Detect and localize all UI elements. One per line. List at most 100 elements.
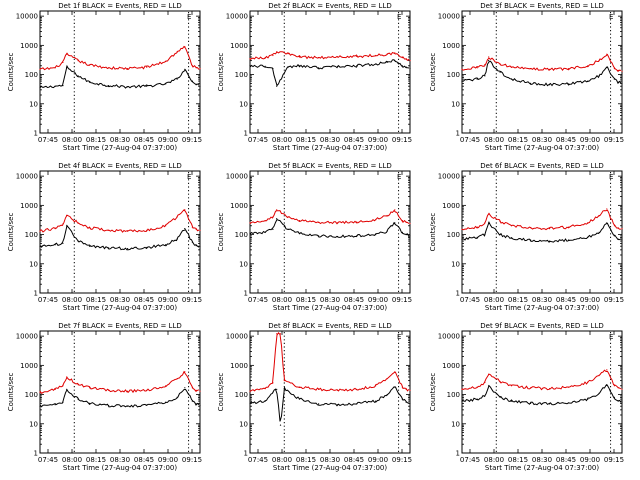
data-point bbox=[356, 403, 358, 405]
data-point bbox=[39, 405, 41, 407]
x-axis-label: Start Time (27-Aug-04 07:37:00) bbox=[63, 464, 177, 472]
data-point bbox=[272, 391, 274, 393]
y-tick-label: 10 bbox=[29, 260, 38, 268]
data-point bbox=[184, 371, 186, 373]
data-point bbox=[146, 66, 148, 68]
x-axis-label: Start Time (27-Aug-04 07:37:00) bbox=[273, 304, 387, 312]
data-point bbox=[88, 387, 91, 389]
x-tick-label: 08:30 bbox=[110, 136, 130, 144]
y-tick-label: 10000 bbox=[226, 13, 248, 21]
lld-series-line bbox=[39, 45, 200, 71]
x-tick-label: 08:45 bbox=[344, 456, 364, 464]
x-tick-label: 08:30 bbox=[532, 136, 552, 144]
data-point bbox=[199, 229, 201, 231]
data-point bbox=[146, 85, 148, 87]
data-point bbox=[199, 405, 201, 407]
data-point bbox=[39, 230, 41, 232]
data-point bbox=[587, 398, 589, 400]
data-point bbox=[199, 390, 201, 392]
data-point bbox=[249, 65, 251, 67]
data-point bbox=[39, 87, 41, 89]
x-tick-label: 09:00 bbox=[368, 136, 388, 144]
data-point bbox=[146, 404, 148, 406]
y-tick-label: 1 bbox=[34, 130, 38, 138]
data-point bbox=[484, 234, 486, 236]
data-point bbox=[249, 222, 251, 224]
x-tick-label: 08:45 bbox=[344, 296, 364, 304]
x-tick-label: 07:45 bbox=[38, 136, 58, 144]
data-point bbox=[199, 68, 201, 70]
data-point bbox=[287, 216, 289, 218]
y-tick-label: 10000 bbox=[438, 333, 460, 341]
data-point bbox=[394, 209, 396, 211]
x-tick-label: 08:30 bbox=[532, 456, 552, 464]
data-point bbox=[484, 75, 486, 77]
data-point bbox=[276, 51, 278, 53]
data-point bbox=[165, 385, 167, 387]
x-tick-label: 08:00 bbox=[484, 296, 504, 304]
chart-panel-1: Det 1f BLACK = Events, RED = LLD 1 10 100 10… bbox=[7, 2, 202, 152]
x-tick-label: 09:00 bbox=[580, 136, 600, 144]
plot-frame bbox=[249, 10, 411, 134]
data-point bbox=[279, 333, 282, 335]
data-point bbox=[66, 214, 68, 217]
legend-marker: E bbox=[609, 13, 613, 21]
data-point bbox=[272, 228, 274, 230]
data-point bbox=[375, 54, 377, 57]
data-point bbox=[549, 68, 551, 70]
y-axis-label: Counts/sec bbox=[429, 53, 437, 92]
data-point bbox=[39, 391, 41, 393]
chart-title: Det 2f BLACK = Events, RED = LLD bbox=[268, 2, 391, 10]
data-point bbox=[598, 231, 600, 233]
plot-frame bbox=[249, 330, 411, 454]
data-point bbox=[195, 245, 197, 247]
data-point bbox=[337, 389, 339, 391]
data-point bbox=[337, 56, 339, 58]
data-point bbox=[127, 86, 129, 88]
data-point bbox=[272, 216, 274, 218]
x-tick-label: 08:45 bbox=[556, 296, 576, 304]
data-point bbox=[283, 380, 285, 382]
data-point bbox=[401, 57, 403, 59]
data-point bbox=[39, 245, 41, 247]
lld-series-line bbox=[249, 209, 410, 225]
x-tick-label: 08:00 bbox=[272, 296, 292, 304]
data-point bbox=[386, 214, 388, 217]
data-point bbox=[530, 402, 532, 404]
y-tick-label: 10000 bbox=[226, 333, 248, 341]
data-point bbox=[66, 388, 68, 390]
data-point bbox=[249, 402, 251, 404]
x-tick-label: 08:15 bbox=[508, 136, 528, 144]
data-point bbox=[191, 241, 193, 243]
data-point bbox=[530, 239, 532, 241]
data-point bbox=[264, 220, 266, 222]
y-tick-label: 100 bbox=[25, 231, 38, 239]
y-tick-label: 1 bbox=[456, 450, 460, 458]
data-point bbox=[499, 380, 501, 383]
x-axis-label: Start Time (27-Aug-04 07:37:00) bbox=[273, 144, 387, 152]
events-series-line bbox=[249, 218, 410, 238]
x-tick-label: 08:30 bbox=[110, 456, 130, 464]
data-point bbox=[476, 78, 478, 80]
data-point bbox=[484, 395, 486, 397]
plot-frame bbox=[39, 170, 201, 294]
chart-panel-7: Det 7f BLACK = Events, RED = LLD 1 10 100 10… bbox=[7, 322, 202, 472]
x-tick-label: 09:00 bbox=[580, 456, 600, 464]
y-tick-label: 1 bbox=[34, 450, 38, 458]
data-point bbox=[276, 333, 278, 335]
data-point bbox=[598, 60, 600, 62]
data-point bbox=[401, 386, 403, 388]
data-point bbox=[165, 244, 167, 246]
data-point bbox=[409, 222, 411, 225]
y-tick-label: 10000 bbox=[16, 333, 38, 341]
data-point bbox=[606, 369, 608, 371]
data-point bbox=[77, 240, 79, 242]
data-point bbox=[249, 390, 251, 392]
chart-title: Det 4f BLACK = Events, RED = LLD bbox=[58, 162, 181, 170]
chart-panel-2: Det 2f BLACK = Events, RED = LLD 1 10 100 10… bbox=[217, 2, 412, 152]
y-tick-label: 1000 bbox=[230, 202, 248, 210]
y-tick-label: 1 bbox=[244, 450, 248, 458]
x-tick-label: 07:45 bbox=[38, 296, 58, 304]
x-tick-label: 09:00 bbox=[580, 296, 600, 304]
